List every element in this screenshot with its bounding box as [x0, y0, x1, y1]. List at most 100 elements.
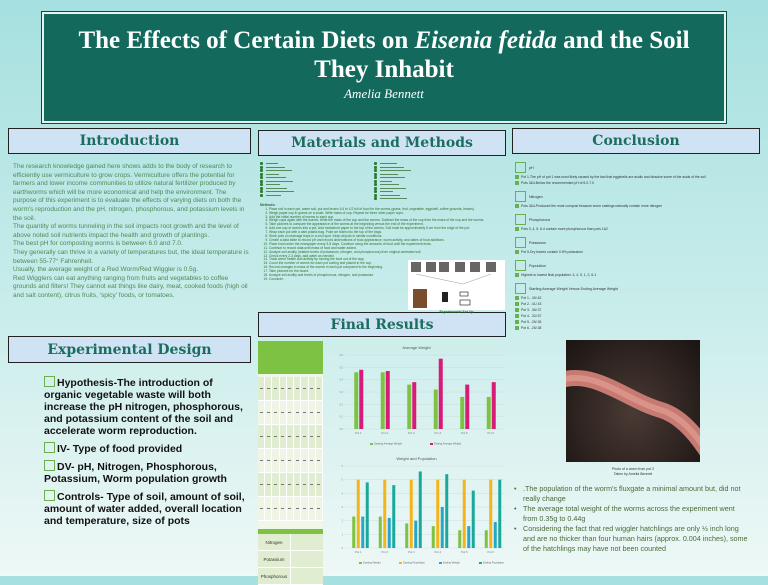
checkbox-icon — [515, 162, 526, 173]
bullet-icon — [515, 320, 519, 324]
y-tick-label: 0.5 — [340, 366, 344, 369]
method-step: Take pictures to compare the appearance … — [269, 222, 505, 227]
y-tick-label: 3 — [342, 506, 344, 509]
bar-starting-weight — [405, 523, 409, 548]
intro-paragraph: The quantity of worms tunneling in the s… — [13, 223, 239, 239]
bullet-icon — [260, 176, 263, 180]
material-line — [266, 173, 279, 175]
bar-starting-average-weight — [433, 389, 438, 429]
conclusion-title: Potassium — [529, 240, 546, 245]
material-item — [260, 193, 294, 198]
y-tick-label: 0.0 — [340, 428, 344, 431]
bar-ending-population — [365, 482, 369, 548]
table-cell — [294, 497, 302, 520]
nutrient-row: Potassium — [258, 551, 323, 568]
conclusion-line: Highest to lowest final population: 3, 4… — [521, 273, 597, 277]
nutrient-row: Nitrogen — [258, 534, 323, 551]
bullet-icon — [374, 162, 377, 166]
nutrient-label: Potassium — [258, 551, 291, 567]
material-line — [380, 170, 411, 172]
material-line — [266, 170, 292, 172]
design-item: Controls- Type of soil, amount of soil, … — [44, 490, 249, 527]
material-line — [266, 163, 278, 165]
design-item-text: DV- pH, Nitrogen, Phosphorous, Potassium… — [44, 461, 227, 485]
bullet-icon — [260, 172, 263, 176]
method-step: Track worm health and activity by moving… — [269, 258, 505, 262]
conclusion-item: Nitrogen Pots 3&4-Produced the most compo… — [515, 191, 755, 208]
bar-ending-average-weight — [385, 371, 390, 429]
method-step: Add the initial number of worms to each … — [269, 215, 505, 220]
findings-list: .The population of the worm's fluxgate a… — [513, 484, 748, 554]
bar-starting-population — [489, 479, 493, 548]
conclusion-line: Pots 3, 4, 5, 6-4 contain more phosphoro… — [521, 227, 608, 231]
legend-label: Ending Weight — [443, 561, 460, 565]
y-tick-label: 4 — [342, 492, 344, 495]
nutrient-label: Phosphorous — [258, 568, 291, 584]
x-tick-label: Pot 6 — [487, 431, 494, 435]
table-cell — [316, 401, 323, 424]
bar-starting-population — [436, 479, 440, 548]
bullet-icon — [515, 308, 519, 312]
material-line — [266, 187, 287, 189]
checkbox-icon — [515, 260, 526, 271]
table-cell — [294, 425, 302, 448]
table-cell — [294, 377, 302, 400]
bar-starting-population — [356, 479, 360, 548]
intro-paragraph: Red Wigglers can eat anything ranging fr… — [13, 274, 248, 299]
checkbox-icon — [44, 442, 55, 453]
methods-header: Materials and Methods — [258, 130, 506, 156]
poster-title: The Effects of Certain Diets on Eisenia … — [78, 27, 690, 83]
bullet-icon — [374, 197, 377, 201]
bullet-icon — [260, 162, 263, 166]
conclusion-header: Conclusion — [512, 128, 760, 154]
intro-paragraph: The best pH for composting worms is betw… — [13, 240, 183, 248]
table-cell — [287, 473, 295, 496]
material-item — [260, 179, 294, 184]
conclusion-item: pH Pot 1-The pH of pot 1 was most likely … — [515, 162, 755, 185]
table-cell — [272, 449, 280, 472]
table-cell — [301, 377, 309, 400]
y-tick-label: 0.1 — [340, 416, 344, 419]
design-item: IV- Type of food provided — [44, 442, 249, 455]
method-step: Weigh paper cup in grams on a scale. Wri… — [269, 211, 505, 216]
material-item — [374, 176, 411, 180]
material-line — [380, 173, 398, 175]
material-item — [374, 197, 411, 201]
table-cell — [301, 497, 309, 520]
chart-title: Weight and Population — [396, 456, 436, 461]
method-step: Take pictures for the board. — [269, 269, 505, 274]
legend-swatch — [370, 443, 373, 445]
table-cell — [294, 401, 302, 424]
bullet-icon — [515, 175, 519, 179]
chart-title: Average Weight — [402, 345, 431, 350]
table-cell — [265, 473, 273, 496]
x-tick-label: Pot 1 — [355, 431, 362, 435]
table-cell — [287, 377, 295, 400]
bar-ending-population — [445, 474, 449, 548]
y-tick-label: 0 — [342, 547, 344, 550]
x-tick-label: Pot 2 — [381, 550, 388, 554]
material-item — [260, 176, 294, 180]
weight-population-chart: Weight and Population 0 1 2 3 4 5 6 Pot 1 Pot 2 Po… — [342, 456, 505, 565]
table-cell — [265, 401, 273, 424]
material-line — [266, 191, 294, 193]
intro-paragraph: They generally can thrive in a variety o… — [13, 248, 249, 265]
x-tick-label: Pot 5 — [461, 431, 468, 435]
method-step: Create a data table to record pH and rec… — [269, 238, 505, 243]
checkbox-icon — [44, 460, 55, 471]
y-tick-label: 2 — [342, 520, 344, 523]
intro-paragraph: Usually, the average weight of a Red Wor… — [13, 266, 199, 274]
conclusion-line: Pot 4- .32/.57 — [521, 314, 542, 318]
conclusion-line: Pots 3&4-Produced the most compost becau… — [521, 204, 662, 208]
conclusion-line: Pot 1-The pH of pot 1 was most likely ca… — [521, 175, 706, 179]
x-tick-label: Pot 4 — [434, 550, 441, 554]
material-line — [266, 184, 280, 186]
checkbox-icon — [515, 214, 526, 225]
method-step: Wrap each pot with a dark plastic bag. P… — [269, 230, 505, 235]
bar-starting-average-weight — [354, 372, 359, 429]
material-line — [380, 194, 400, 196]
conclusion-title: Phosphorous — [529, 217, 551, 222]
checkbox-icon — [515, 237, 526, 248]
nutrient-row: Phosphorous — [258, 568, 323, 585]
y-tick-label: 0.4 — [340, 379, 344, 382]
